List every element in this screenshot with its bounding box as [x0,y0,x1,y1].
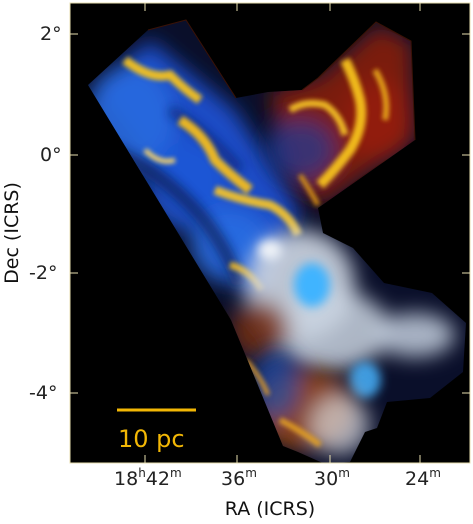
survey-footprint [147,19,416,141]
x-tick-label: 24m [405,466,441,490]
y-tick-label: 0° [40,144,62,166]
x-tick-label: 30m [314,466,350,490]
y-tick-label: -4° [29,382,57,404]
y-tick-label: 2° [40,23,62,45]
x-tick-label: 36m [221,466,257,490]
scale-bar-label: 10 pc [118,425,185,453]
y-ticks [70,33,470,394]
x-axis-title: RA (ICRS) [225,498,315,520]
axes-frame [69,2,471,464]
y-axis-title: Dec (ICRS) [1,182,23,284]
x-ticks [144,3,421,463]
x-tick-label: 18h42m [114,466,182,490]
y-tick-label: -2° [29,262,57,284]
